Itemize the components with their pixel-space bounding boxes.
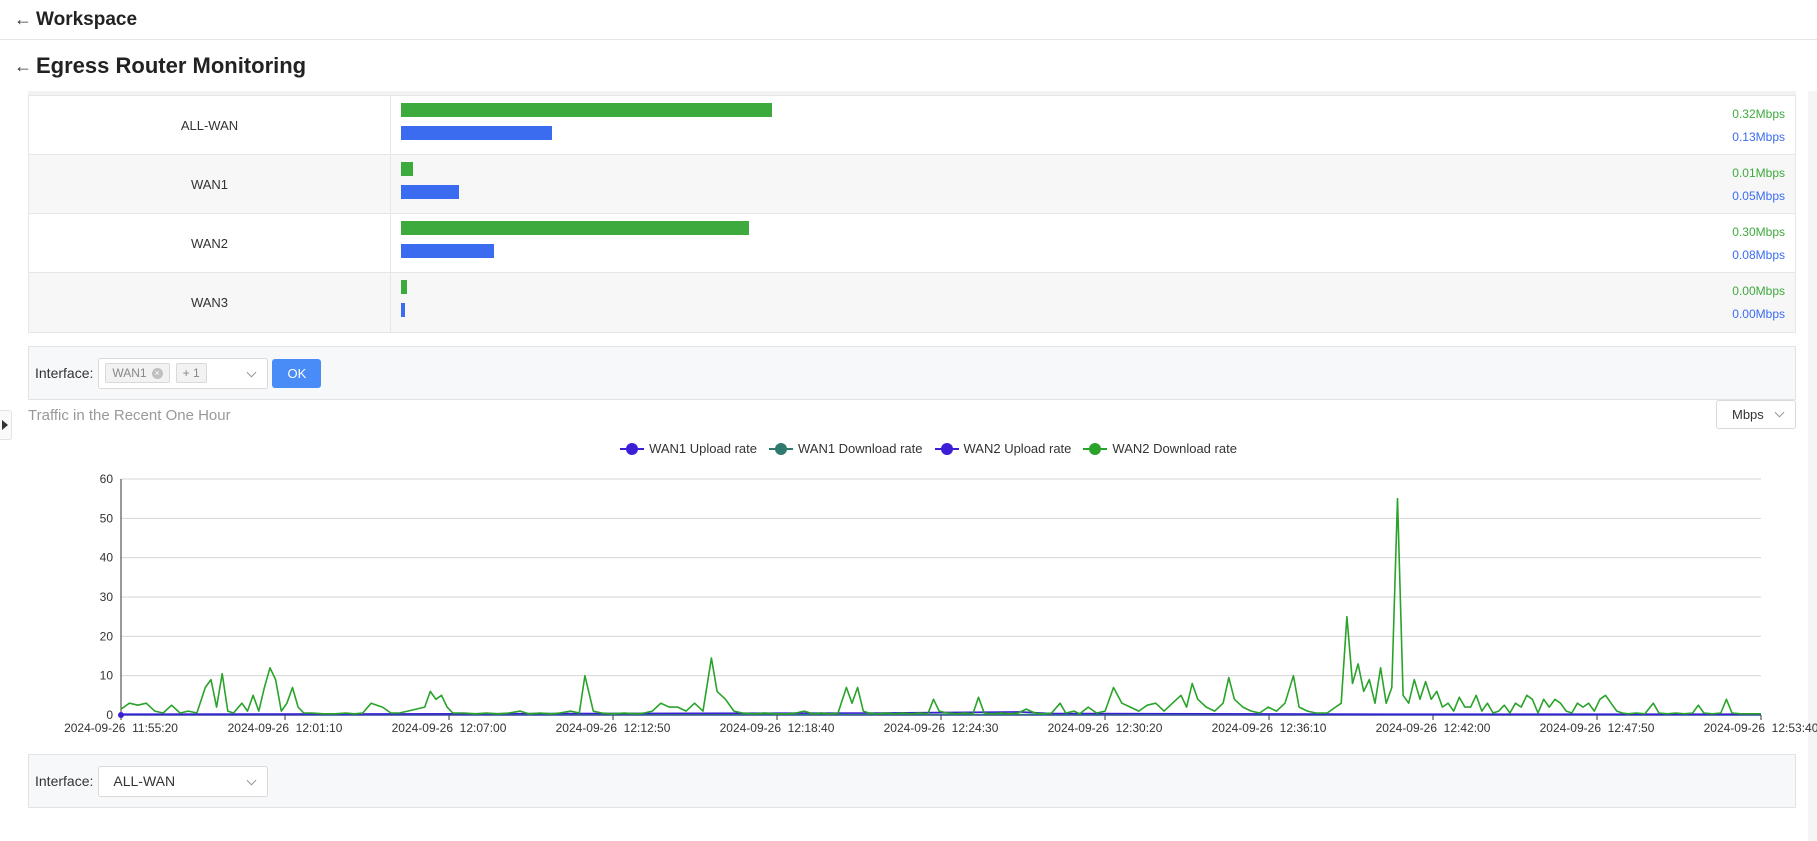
sidebar-toggle[interactable] — [0, 410, 12, 440]
page-title: Egress Router Monitoring — [36, 53, 307, 78]
unit-select[interactable]: Mbps — [1716, 400, 1796, 429]
download-rate-value: 0.05Mbps — [1732, 189, 1785, 203]
upload-rate-value: 0.32Mbps — [1732, 107, 1785, 121]
download-rate-value: 0.08Mbps — [1732, 248, 1785, 262]
legend-label: WAN2 Download rate — [1112, 441, 1237, 456]
y-tick-label: 20 — [100, 629, 114, 643]
rate-row-wan1: WAN1 0.01Mbps 0.05Mbps — [29, 155, 1795, 214]
rate-bars: 0.01Mbps 0.05Mbps — [391, 155, 1795, 213]
x-tick-label: 2024-09-26 12:36:10 — [1212, 721, 1327, 735]
x-tick-label: 2024-09-26 12:01:10 — [228, 721, 343, 735]
x-tick-label: 2024-09-26 12:12:50 — [556, 721, 671, 735]
x-tick-label: 2024-09-26 11:55:20 — [64, 721, 178, 735]
legend-item[interactable]: WAN2 Download rate — [1083, 441, 1237, 456]
y-tick-label: 0 — [106, 708, 113, 722]
back-arrow-icon[interactable]: ← — [14, 9, 32, 29]
x-tick-label: 2024-09-26 12:47:50 — [1540, 721, 1655, 735]
rate-bars: 0.32Mbps 0.13Mbps — [391, 96, 1795, 154]
x-tick-label: 2024-09-26 12:07:00 — [392, 721, 507, 735]
legend-label: WAN1 Upload rate — [649, 441, 757, 456]
legend-label: WAN2 Upload rate — [963, 441, 1072, 456]
legend-item[interactable]: WAN1 Upload rate — [620, 441, 757, 456]
download-bar — [401, 185, 459, 199]
selected-tag-label: WAN1 — [112, 366, 147, 380]
download-rate-value: 0.13Mbps — [1732, 130, 1785, 144]
unit-select-value: Mbps — [1732, 407, 1764, 422]
download-bar — [401, 244, 494, 258]
ok-button[interactable]: OK — [272, 358, 322, 388]
upload-rate-value: 0.30Mbps — [1732, 225, 1785, 239]
interface-select-value: ALL-WAN — [113, 773, 176, 789]
legend-marker-icon — [1083, 442, 1108, 455]
page-back-arrow-icon[interactable]: ← — [14, 55, 32, 76]
download-bar — [401, 126, 552, 140]
chevron-down-icon — [246, 775, 257, 785]
x-tick-label: 2024-09-26 12:53:40 — [1704, 721, 1817, 735]
upload-rate-value: 0.00Mbps — [1732, 284, 1785, 298]
caret-right-icon — [2, 420, 8, 430]
traffic-chart-title: Traffic in the Recent One Hour — [28, 407, 231, 424]
legend-marker-icon — [620, 442, 645, 455]
page-header: ← Egress Router Monitoring — [0, 41, 1817, 91]
download-rate-value: 0.00Mbps — [1732, 307, 1785, 321]
legend-marker-icon — [934, 442, 959, 455]
interface-filter-2-label: Interface: — [35, 773, 94, 789]
upload-bar — [401, 103, 773, 117]
interface-filter-2: Interface: ALL-WAN — [28, 754, 1796, 808]
legend-item[interactable]: WAN1 Download rate — [768, 441, 923, 456]
x-tick-label: 2024-09-26 12:30:20 — [1048, 721, 1163, 735]
rate-row-wan2: WAN2 0.30Mbps 0.08Mbps — [29, 214, 1795, 273]
y-tick-label: 60 — [100, 472, 114, 486]
interface-single-select[interactable]: ALL-WAN — [98, 765, 269, 797]
rate-row-name: WAN1 — [29, 155, 391, 213]
y-tick-label: 30 — [100, 590, 114, 604]
download-bar — [401, 303, 405, 317]
top-bar: ← Workspace — [0, 0, 1817, 40]
x-tick-label: 2024-09-26 12:24:30 — [884, 721, 999, 735]
rate-row-name: ALL-WAN — [29, 96, 391, 154]
workspace-title[interactable]: Workspace — [36, 8, 138, 30]
series-point — [118, 712, 124, 718]
scrollbar-track[interactable] — [1808, 91, 1817, 841]
table-top-edge — [28, 91, 1796, 95]
interface-multi-select[interactable]: WAN1 × + 1 — [98, 357, 269, 389]
upload-bar — [401, 162, 413, 176]
y-tick-label: 50 — [100, 511, 114, 525]
legend-marker-icon — [768, 442, 793, 455]
rate-bars: 0.30Mbps 0.08Mbps — [391, 214, 1795, 272]
legend-label: WAN1 Download rate — [797, 441, 923, 456]
legend-item[interactable]: WAN2 Upload rate — [934, 441, 1072, 456]
interface-filter-label: Interface: — [35, 365, 94, 381]
remove-tag-icon[interactable]: × — [151, 367, 163, 379]
y-tick-label: 10 — [100, 669, 114, 683]
rate-row-wan3: WAN3 0.00Mbps 0.00Mbps — [29, 273, 1795, 332]
series-line-3 — [120, 497, 1761, 715]
y-tick-label: 40 — [100, 551, 114, 565]
selected-tag-wan1: WAN1 × — [105, 363, 170, 383]
interface-filter: Interface: WAN1 × + 1 OK — [28, 346, 1796, 400]
chevron-down-icon — [246, 367, 257, 377]
x-tick-label: 2024-09-26 12:18:40 — [720, 721, 835, 735]
rate-row-all-wan: ALL-WAN 0.32Mbps 0.13Mbps — [29, 96, 1795, 155]
more-tags-badge: + 1 — [175, 363, 207, 383]
upload-bar — [401, 280, 407, 294]
rate-row-name: WAN2 — [29, 214, 391, 272]
chevron-down-icon — [1774, 407, 1785, 418]
rate-bars: 0.00Mbps 0.00Mbps — [391, 273, 1795, 332]
chart-legend: WAN1 Upload rate WAN1 Download rate WAN2 U… — [0, 441, 1817, 456]
upload-rate-value: 0.01Mbps — [1732, 166, 1785, 180]
x-tick-label: 2024-09-26 12:42:00 — [1376, 721, 1491, 735]
interface-rate-table: ALL-WAN 0.32Mbps 0.13Mbps WAN1 0.01Mbps 0.05M… — [28, 95, 1796, 333]
upload-bar — [401, 221, 749, 235]
rate-row-name: WAN3 — [29, 273, 391, 332]
traffic-line-chart: 0 10 20 30 40 50 60 2024-09-26 11:55:20 2024-09-… — [64, 472, 1817, 735]
